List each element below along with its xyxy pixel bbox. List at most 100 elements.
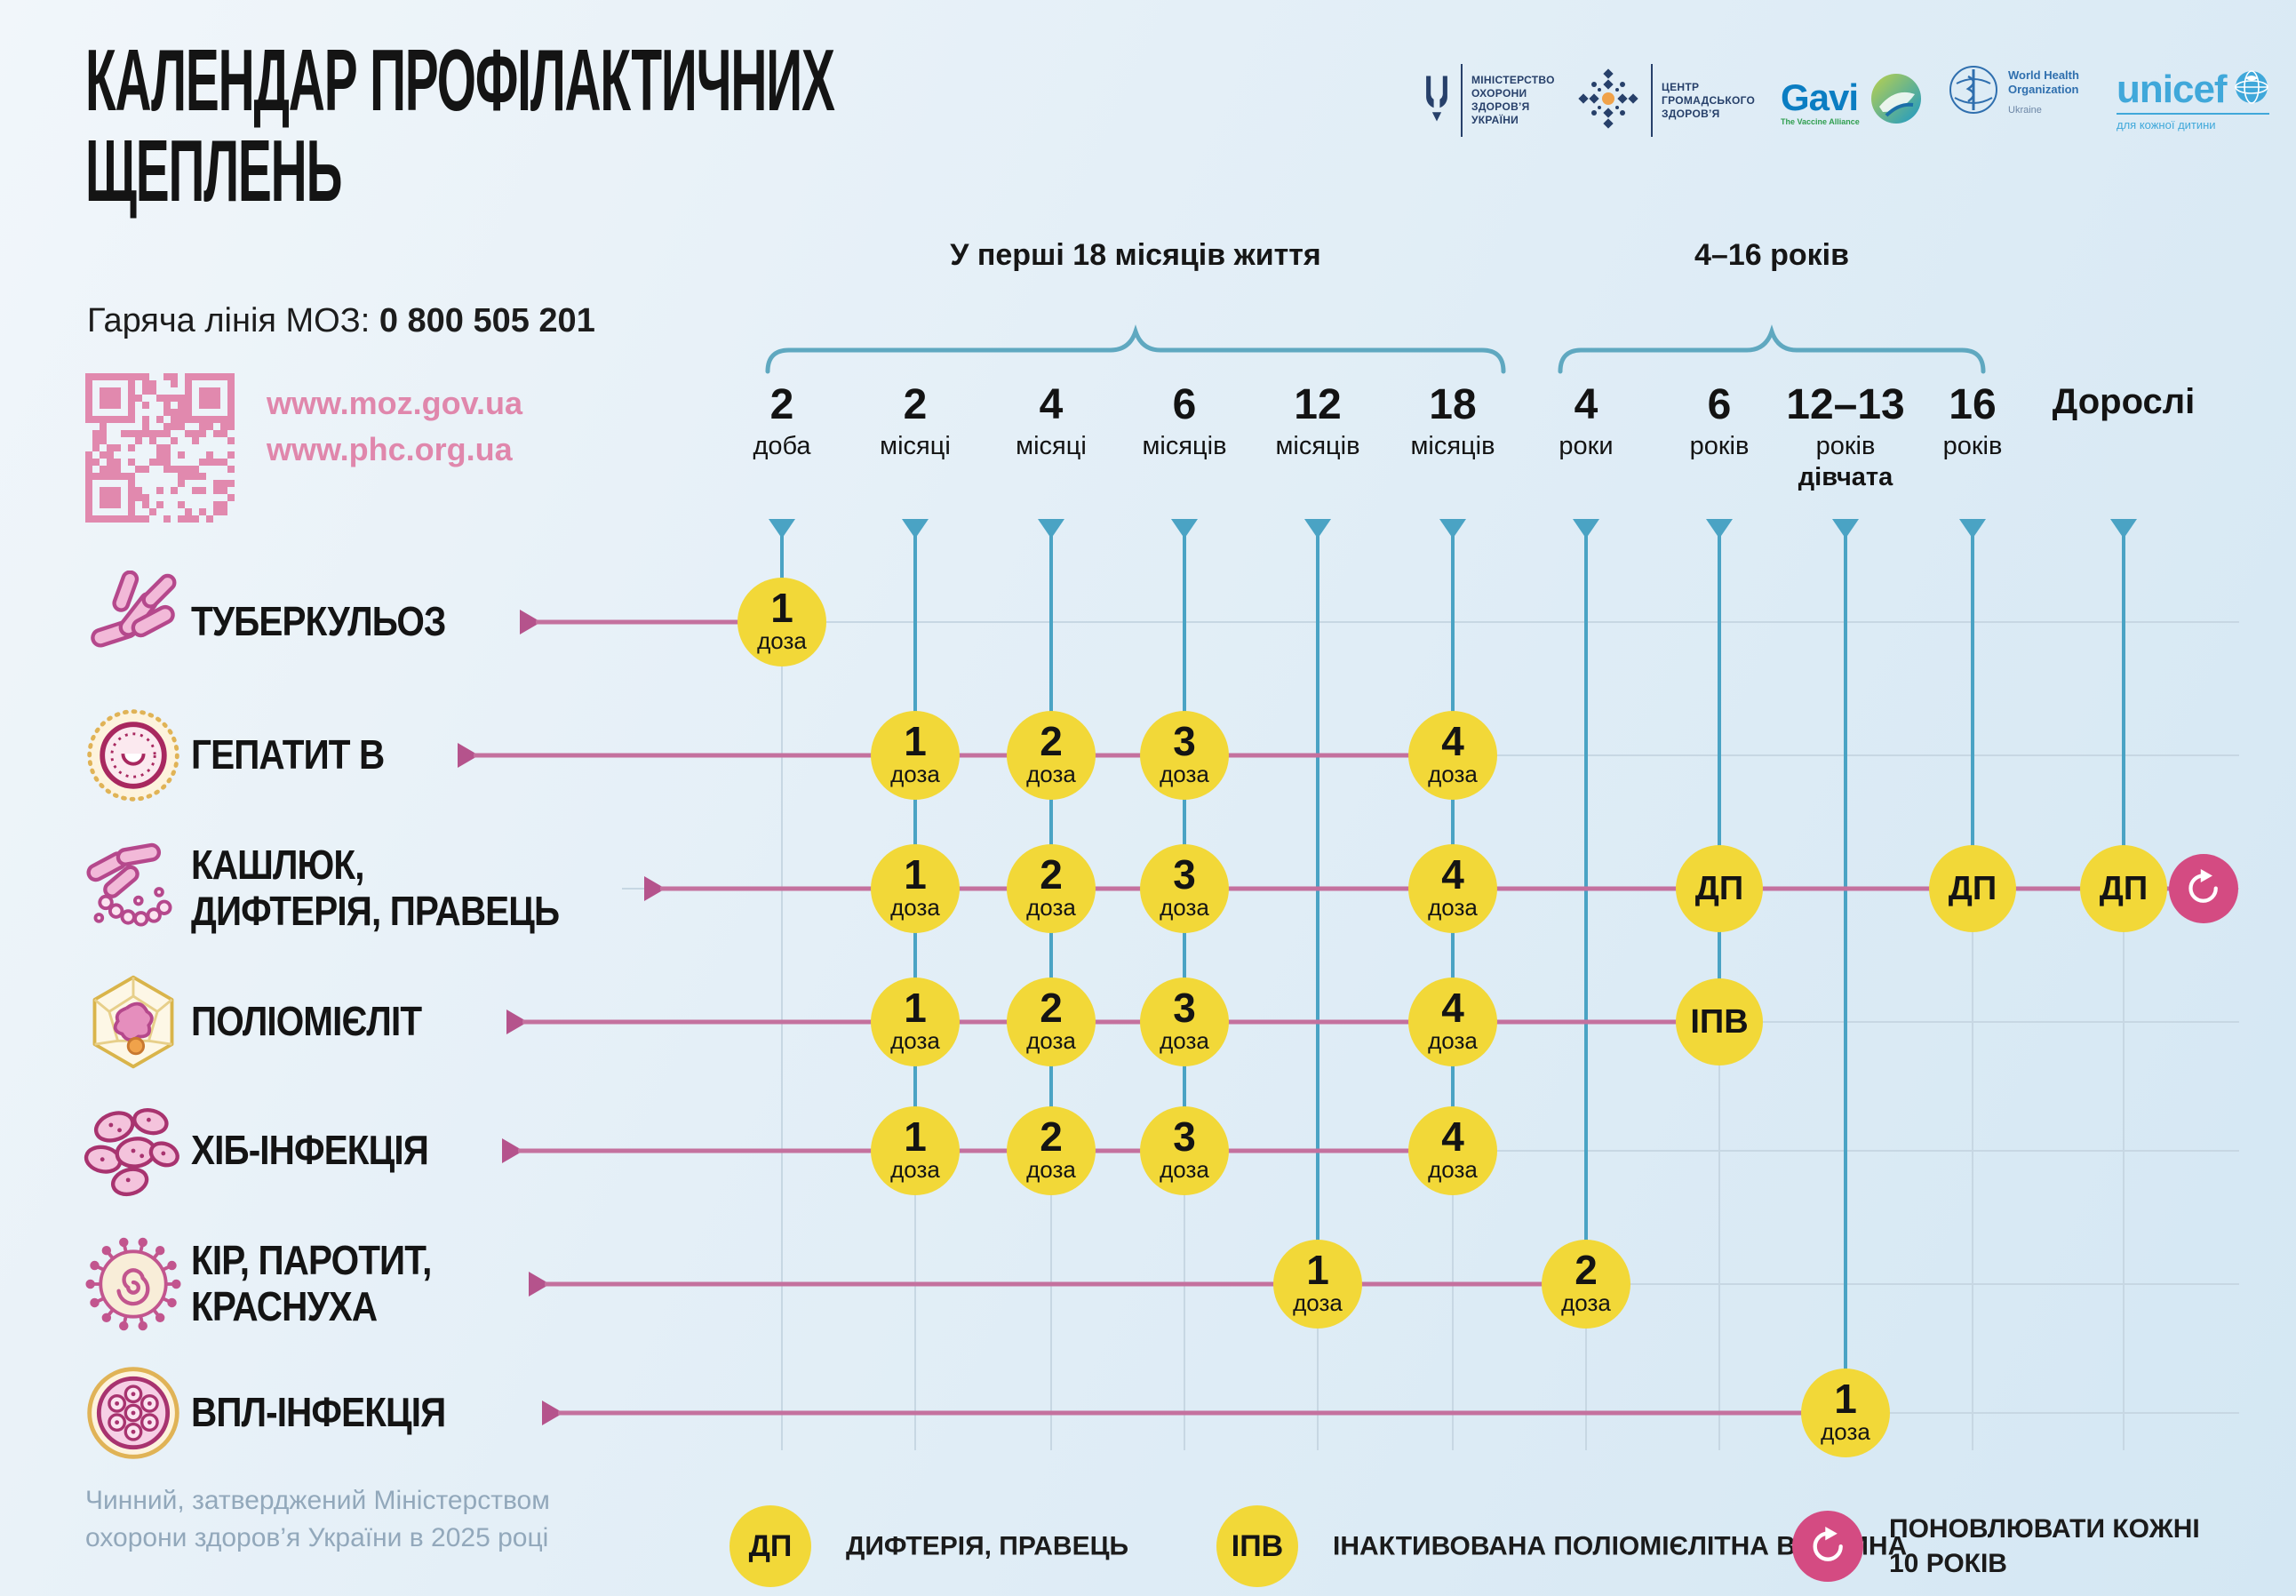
age-column-5: 12 місяців <box>1233 384 1402 461</box>
legend-badge-дп: ДП <box>729 1505 811 1587</box>
qr-code <box>85 373 235 523</box>
dose-number: 3 <box>1173 1113 1196 1160</box>
hib-bacteria-icon <box>82 1099 185 1202</box>
disease-label-4: ПОЛІОМІЄЛІТ <box>191 998 422 1045</box>
bracket-first-18-months <box>765 324 1506 374</box>
logo-divider <box>1651 64 1653 137</box>
dose-marker-дп: ДП <box>1929 845 2016 932</box>
dose-word: доза <box>1428 1156 1478 1184</box>
dose-word: доза <box>1821 1418 1870 1446</box>
gavi-globe-icon <box>1869 71 1924 131</box>
dose-word: доза <box>757 627 807 655</box>
unicef-logo: unicef для кожної дитини <box>2117 69 2269 132</box>
age-column-7: 4 роки <box>1502 384 1670 461</box>
unicef-tagline: для кожної дитини <box>2117 118 2216 132</box>
dose-number: ДП <box>1948 869 1997 907</box>
website-links: www.moz.gov.ua www.phc.org.ua <box>267 380 522 473</box>
dose-word: доза <box>1026 761 1076 788</box>
who-text-line: World Health <box>2008 68 2079 82</box>
gavi-name: Gavi <box>1781 76 1859 118</box>
age-number: 12 <box>1294 381 1342 428</box>
disease-label-6: КІР, ПАРОТИТ, КРАСНУХА <box>191 1237 432 1329</box>
dose-number: 2 <box>1040 717 1063 764</box>
unicef-rule <box>2117 113 2269 115</box>
dose-marker-4: 4 доза <box>1408 711 1497 800</box>
disease-label-line: ВПЛ-ІНФЕКЦІЯ <box>191 1389 446 1435</box>
moz-link: www.moz.gov.ua <box>267 385 523 421</box>
dose-marker-1: 1 доза <box>1273 1240 1362 1329</box>
disease-label-line: КРАСНУХА <box>191 1282 378 1329</box>
gavi-wordmark: Gavi The Vaccine Alliance <box>1781 76 1860 126</box>
dose-marker-1: 1 доза <box>871 978 960 1066</box>
hotline-phone: 0 800 505 201 <box>379 302 595 339</box>
dose-word: доза <box>1160 1156 1209 1184</box>
age-number: 6 <box>1172 381 1197 428</box>
dose-marker-3: 3 доза <box>1140 978 1229 1066</box>
bracket-4-16-years <box>1558 324 1986 374</box>
hotline-label: Гаряча лінія МОЗ: <box>87 302 371 339</box>
dose-marker-2: 2 доза <box>1007 844 1096 933</box>
pertussis-diphtheria-bacteria-icon <box>82 837 185 940</box>
dose-number: 1 <box>904 717 927 764</box>
disease-label-line: ДИФТЕРІЯ, ПРАВЕЦЬ <box>191 887 560 934</box>
dose-marker-дп: ДП <box>2080 845 2167 932</box>
phc-text-line: ГРОМАДСЬКОГО <box>1662 93 1756 107</box>
dose-number: 1 <box>904 984 927 1031</box>
dose-marker-1: 1 доза <box>871 711 960 800</box>
age-number: 18 <box>1429 381 1477 428</box>
tuberculosis-bacteria-icon <box>82 570 185 674</box>
footer-line: Чинний, затверджений Міністерством <box>85 1486 550 1515</box>
age-column-2: 2 місяці <box>831 384 1000 461</box>
age-unit: років <box>1815 432 1876 460</box>
who-country-label: Ukraine <box>2008 105 2042 116</box>
dose-word: доза <box>890 761 940 788</box>
disease-label-line: ГЕПАТИТ В <box>191 731 385 778</box>
age-unit: місяців <box>1275 432 1360 460</box>
dose-number: 2 <box>1575 1246 1598 1293</box>
age-column-6: 18 місяців <box>1368 384 1537 461</box>
age-number: 4 <box>1039 381 1064 428</box>
age-column-3: 4 місяці <box>967 384 1136 461</box>
age-column-8: 6 років <box>1635 384 1804 461</box>
dose-word: доза <box>890 1156 940 1184</box>
dose-number: 1 <box>904 850 927 898</box>
age-number: 4 <box>1574 381 1598 428</box>
dose-word: доза <box>1428 894 1478 922</box>
age-unit: доба <box>753 432 811 460</box>
disease-label-line: ХІБ-ІНФЕКЦІЯ <box>191 1127 429 1173</box>
who-logo-text: World Health Organization Ukraine <box>2008 68 2079 116</box>
age-unit: місяців <box>1142 432 1227 460</box>
legend-text-3: ПОНОВЛЮВАТИ КОЖНІ 10 РОКІВ <box>1889 1512 2200 1581</box>
dose-marker-3: 3 доза <box>1140 711 1229 800</box>
phc-text-line: ЗДОРОВ’Я <box>1662 107 1720 120</box>
age-column-4: 6 місяців <box>1100 384 1269 461</box>
dose-number: 2 <box>1040 984 1063 1031</box>
legend-text-1: ДИФТЕРІЯ, ПРАВЕЦЬ <box>846 1529 1128 1564</box>
dose-marker-2: 2 доза <box>1007 978 1096 1066</box>
unicef-name: unicef <box>2117 67 2228 111</box>
moh-ukraine-logo: МІНІСТЕРСТВО ОХОРОНИ ЗДОРОВ’Я УКРАЇНИ <box>1422 64 1555 137</box>
moh-text-line: МІНІСТЕРСТВО <box>1471 74 1555 86</box>
dose-number: 4 <box>1441 717 1464 764</box>
group-label-4-16-years: 4–16 років <box>1694 238 1849 272</box>
age-unit: роки <box>1559 432 1614 460</box>
disease-label-5: ХІБ-ІНФЕКЦІЯ <box>191 1127 429 1174</box>
dose-marker-4: 4 доза <box>1408 978 1497 1066</box>
age-number: Дорослі <box>2052 382 2196 421</box>
age-unit: місяці <box>880 432 951 460</box>
page-title-line2: ЩЕПЛЕНЬ <box>85 121 342 219</box>
dose-word: доза <box>890 1027 940 1055</box>
dose-marker-1: 1 доза <box>871 1106 960 1195</box>
age-unit: місяці <box>1016 432 1087 460</box>
legend-badge-іпв: ІПВ <box>1216 1505 1298 1587</box>
age-unit: місяців <box>1410 432 1495 460</box>
public-health-center-logo: ЦЕНТР ГРОМАДСЬКОГО ЗДОРОВ’Я <box>1575 64 1755 137</box>
dose-number: ДП <box>1694 869 1744 907</box>
moh-logo-text: МІНІСТЕРСТВО ОХОРОНИ ЗДОРОВ’Я УКРАЇНИ <box>1471 74 1555 127</box>
dose-marker-3: 3 доза <box>1140 1106 1229 1195</box>
dose-marker-1: 1 доза <box>737 578 826 666</box>
age-column-10: 16 років <box>1888 384 2057 461</box>
dose-number: 3 <box>1173 984 1196 1031</box>
